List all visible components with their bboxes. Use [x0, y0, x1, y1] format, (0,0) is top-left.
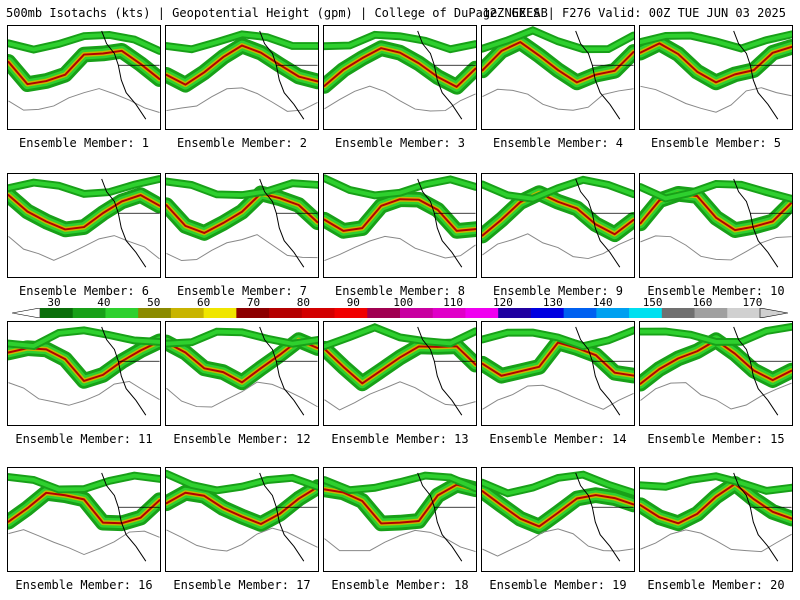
ensemble-member-map-4	[481, 25, 635, 130]
ensemble-member-map-8	[323, 173, 477, 278]
ensemble-member-map-6	[7, 173, 161, 278]
colorbar-segment	[269, 308, 303, 318]
colorbar-tick-label: 130	[542, 296, 563, 309]
colorbar-segment	[105, 308, 139, 318]
ensemble-member-label-18: Ensemble Member: 18	[331, 578, 469, 592]
ensemble-member-label-3: Ensemble Member: 3	[334, 136, 466, 150]
ensemble-member-map-1	[7, 25, 161, 130]
colorbar-tick-label: 160	[692, 296, 713, 309]
colorbar-tick-label: 80	[296, 296, 311, 309]
colorbar-segment	[530, 308, 565, 318]
colorbar-right-arrow	[759, 308, 788, 318]
ensemble-member-label-20: Ensemble Member: 20	[647, 578, 785, 592]
colorbar-segment	[563, 308, 597, 318]
ensemble-member-label-14: Ensemble Member: 14	[489, 432, 627, 446]
colorbar-tick-label: 120	[493, 296, 513, 309]
colorbar-segment	[498, 308, 532, 318]
colorbar-segment	[138, 308, 172, 318]
colorbar-segment	[170, 308, 205, 318]
colorbar-tick-label: 100	[393, 296, 414, 309]
colorbar-segment	[432, 308, 466, 318]
ensemble-member-label-17: Ensemble Member: 17	[173, 578, 311, 592]
ensemble-member-map-19	[481, 467, 635, 572]
ensemble-member-map-16	[7, 467, 161, 572]
ensemble-member-map-15	[639, 321, 793, 426]
colorbar-tick-label: 30	[47, 296, 61, 309]
colorbar-tick-label: 60	[197, 296, 211, 309]
ensemble-member-map-10	[639, 173, 793, 278]
header-title-right: 12Z GEFS | F276 Valid: 00Z TUE JUN 03 20…	[482, 6, 786, 20]
colorbar-segment	[629, 308, 663, 318]
ensemble-member-map-11	[7, 321, 161, 426]
ensemble-member-map-13	[323, 321, 477, 426]
colorbar-tick-label: 40	[97, 296, 111, 309]
colorbar-tick-label: 70	[246, 296, 261, 309]
colorbar-segment	[301, 308, 336, 318]
colorbar-segment	[367, 308, 401, 318]
ensemble-member-label-8: Ensemble Member: 8	[334, 284, 466, 298]
colorbar-tick-label: 140	[592, 296, 613, 309]
ensemble-member-map-12	[165, 321, 319, 426]
ensemble-member-label-16: Ensemble Member: 16	[15, 578, 153, 592]
ensemble-member-label-2: Ensemble Member: 2	[176, 136, 308, 150]
ensemble-member-label-6: Ensemble Member: 6	[18, 284, 150, 298]
colorbar-segment	[72, 308, 106, 318]
ensemble-member-map-14	[481, 321, 635, 426]
ensemble-member-map-3	[323, 25, 477, 130]
ensemble-member-map-20	[639, 467, 793, 572]
colorbar-tick-label: 150	[642, 296, 663, 309]
colorbar-segment	[236, 308, 270, 318]
colorbar-left-arrow	[12, 308, 41, 318]
ensemble-member-label-1: Ensemble Member: 1	[18, 136, 150, 150]
colorbar-segment	[334, 308, 368, 318]
ensemble-member-label-15: Ensemble Member: 15	[647, 432, 785, 446]
colorbar-tick-label: 110	[443, 296, 464, 309]
ensemble-member-label-5: Ensemble Member: 5	[650, 136, 782, 150]
ensemble-member-label-11: Ensemble Member: 11	[15, 432, 153, 446]
ensemble-member-label-4: Ensemble Member: 4	[492, 136, 624, 150]
colorbar-tick-label: 170	[742, 296, 763, 309]
colorbar-segment	[694, 308, 728, 318]
ensemble-member-label-9: Ensemble Member: 9	[492, 284, 624, 298]
colorbar-segment	[40, 308, 74, 318]
isotach-colorbar	[12, 308, 788, 318]
ensemble-member-label-13: Ensemble Member: 13	[331, 432, 469, 446]
header-title-left: 500mb Isotachs (kts) | Geopotential Heig…	[6, 6, 548, 20]
ensemble-member-map-2	[165, 25, 319, 130]
ensemble-member-map-18	[323, 467, 477, 572]
colorbar-segment	[661, 308, 696, 318]
ensemble-member-label-12: Ensemble Member: 12	[173, 432, 311, 446]
colorbar-segment	[596, 308, 630, 318]
ensemble-member-label-10: Ensemble Member: 10	[647, 284, 785, 298]
colorbar-segment	[727, 308, 761, 318]
colorbar-tick-label: 50	[147, 296, 161, 309]
colorbar-tick-label: 90	[346, 296, 360, 309]
ensemble-member-label-7: Ensemble Member: 7	[176, 284, 308, 298]
ensemble-member-map-9	[481, 173, 635, 278]
colorbar-segment	[400, 308, 434, 318]
ensemble-member-label-19: Ensemble Member: 19	[489, 578, 627, 592]
ensemble-member-map-17	[165, 467, 319, 572]
colorbar-segment	[465, 308, 499, 318]
colorbar-segment	[203, 308, 237, 318]
ensemble-member-map-7	[165, 173, 319, 278]
ensemble-member-map-5	[639, 25, 793, 130]
